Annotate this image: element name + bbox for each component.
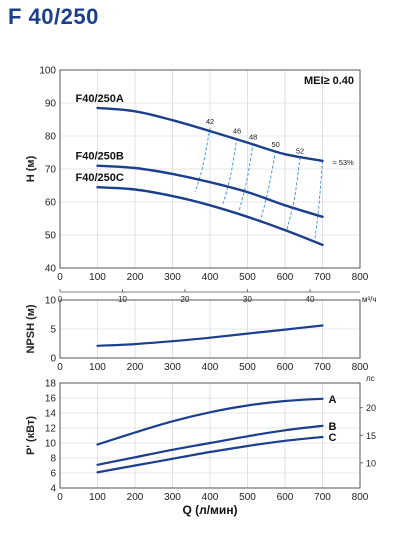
power-x-tick-label: 800: [352, 492, 369, 503]
npsh-x-tick-label: 700: [314, 362, 331, 373]
efficiency-label: 50: [271, 140, 279, 149]
npsh-y-tick-label: 5: [50, 325, 56, 336]
head-curve-f40-250c: [96, 186, 324, 247]
npsh-x-tick-label: 200: [127, 362, 144, 373]
npsh-x-tick-label: 300: [164, 362, 181, 373]
efficiency-label: 52: [296, 146, 304, 155]
power-series-label: B: [329, 421, 337, 433]
efficiency-label: ≈ 53%: [333, 158, 355, 167]
secondary-x-unit: м³/ч: [362, 295, 377, 304]
power-y-tick-label: 12: [45, 424, 57, 435]
head-series-label: F40/250C: [76, 172, 124, 184]
npsh-frame: [59, 299, 361, 359]
head-y-tick-label: 70: [45, 165, 57, 176]
head-series-label: F40/250B: [76, 151, 124, 163]
head-x-tick-label: 400: [202, 272, 219, 283]
power-x-tick-label: 100: [89, 492, 106, 503]
head-y-tick-label: 60: [45, 198, 57, 209]
power-y-tick-label: 10: [45, 439, 57, 450]
secondary-y-tick-label: 20: [366, 403, 376, 413]
head-y-tick-label: 90: [45, 99, 57, 110]
efficiency-label: 48: [249, 132, 257, 141]
npsh-y-axis-label: NPSH (м): [25, 304, 37, 353]
power-y-tick-label: 18: [45, 379, 57, 390]
npsh-x-tick-label: 0: [57, 362, 63, 373]
power-curve-a: [96, 397, 324, 446]
power-curve-b: [96, 424, 324, 466]
power-x-tick-label: 300: [164, 492, 181, 503]
efficiency-isoline: [194, 127, 211, 193]
efficiency-isoline: [286, 157, 301, 231]
head-y-tick-label: 50: [45, 231, 57, 242]
power-y-tick-label: 8: [50, 454, 56, 465]
head-x-tick-label: 700: [314, 272, 331, 283]
power-x-tick-label: 500: [239, 492, 256, 503]
power-x-tick-label: 200: [127, 492, 144, 503]
npsh-y-tick-label: 0: [50, 354, 56, 365]
power-series-label: A: [329, 394, 337, 406]
power-y-tick-label: 14: [45, 409, 57, 420]
head-curve-f40-250a: [96, 106, 324, 162]
x-axis-label: Q (л/мин): [182, 503, 237, 517]
npsh-curve: [96, 324, 324, 347]
head-x-tick-label: 800: [352, 272, 369, 283]
npsh-x-tick-label: 500: [239, 362, 256, 373]
head-x-tick-label: 300: [164, 272, 181, 283]
power-series-label: C: [329, 432, 337, 444]
npsh-y-tick-label: 10: [45, 296, 57, 307]
page-title: F 40/250: [8, 4, 99, 29]
head-y-tick-label: 40: [45, 264, 57, 275]
npsh-x-tick-label: 800: [352, 362, 369, 373]
head-x-tick-label: 100: [89, 272, 106, 283]
secondary-y-tick-label: 15: [366, 431, 376, 441]
head-x-tick-label: 600: [277, 272, 294, 283]
head-y-tick-label: 100: [39, 66, 56, 77]
secondary-y-unit: лс: [366, 374, 375, 383]
secondary-y-tick-label: 10: [366, 458, 376, 468]
head-y-tick-label: 80: [45, 132, 57, 143]
head-x-tick-label: 200: [127, 272, 144, 283]
efficiency-label: 46: [233, 127, 241, 136]
efficiency-isoline: [238, 143, 254, 211]
npsh-x-tick-label: 100: [89, 362, 106, 373]
efficiency-isoline: [260, 150, 277, 221]
npsh-x-tick-label: 600: [277, 362, 294, 373]
head-y-axis-label: H (м): [25, 155, 37, 182]
power-y-tick-label: 16: [45, 394, 57, 405]
head-series-label: F40/250A: [76, 93, 124, 105]
efficiency-label: 42: [206, 117, 214, 126]
head-curve-f40-250b: [96, 164, 324, 218]
head-frame: [59, 69, 361, 269]
efficiency-isoline: [222, 137, 238, 204]
power-x-tick-label: 400: [202, 492, 219, 503]
mei-annotation: MEI≥ 0.40: [304, 75, 354, 87]
power-y-axis-label: P' (кВт): [25, 416, 37, 455]
npsh-x-tick-label: 400: [202, 362, 219, 373]
power-y-tick-label: 6: [50, 469, 56, 480]
power-y-tick-label: 4: [50, 484, 56, 495]
power-x-tick-label: 0: [57, 492, 63, 503]
power-curve-c: [96, 435, 324, 474]
head-x-tick-label: 500: [239, 272, 256, 283]
power-x-tick-label: 700: [314, 492, 331, 503]
efficiency-isoline: [314, 160, 323, 239]
head-x-tick-label: 0: [57, 272, 63, 283]
power-x-tick-label: 600: [277, 492, 294, 503]
